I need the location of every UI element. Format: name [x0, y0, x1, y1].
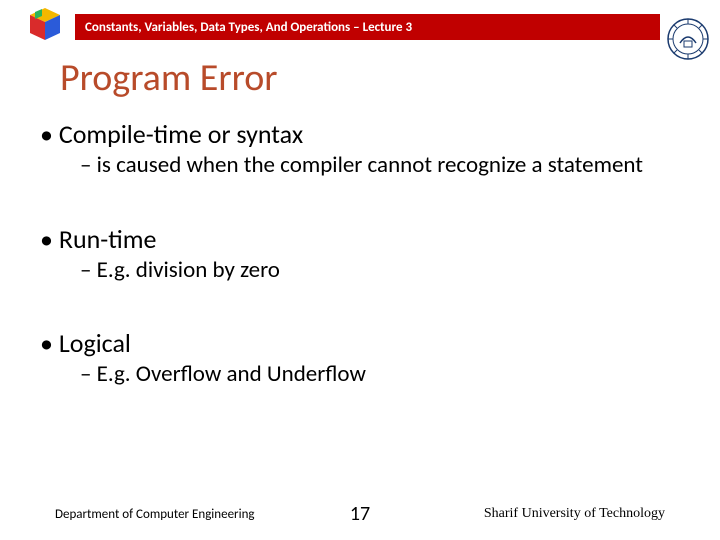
bullet-run-time-sub: E.g. division by zero: [80, 257, 680, 285]
header-bar-text: Constants, Variables, Data Types, And Op…: [85, 20, 412, 35]
content: Compile-time or syntax is caused when th…: [40, 110, 680, 409]
header-bar: Constants, Variables, Data Types, And Op…: [75, 14, 660, 40]
bullet-compile-time: Compile-time or syntax: [40, 118, 680, 150]
header: Constants, Variables, Data Types, And Op…: [0, 12, 720, 42]
slide: Constants, Variables, Data Types, And Op…: [0, 0, 720, 540]
bullet-run-time: Run-time: [40, 223, 680, 255]
bullet-compile-time-sub: is caused when the compiler cannot recog…: [80, 152, 680, 180]
slide-title: Program Error: [60, 55, 278, 101]
footer-department: Department of Computer Engineering: [55, 507, 255, 522]
page-number: 17: [350, 502, 370, 526]
footer: Department of Computer Engineering 17 Sh…: [0, 506, 720, 522]
footer-university: Sharif University of Technology: [484, 506, 665, 522]
bullet-logical-sub: E.g. Overflow and Underflow: [80, 361, 680, 389]
bullet-logical: Logical: [40, 327, 680, 359]
puzzle-cube-icon: [20, 0, 70, 50]
sharif-university-seal-icon: [666, 17, 710, 61]
